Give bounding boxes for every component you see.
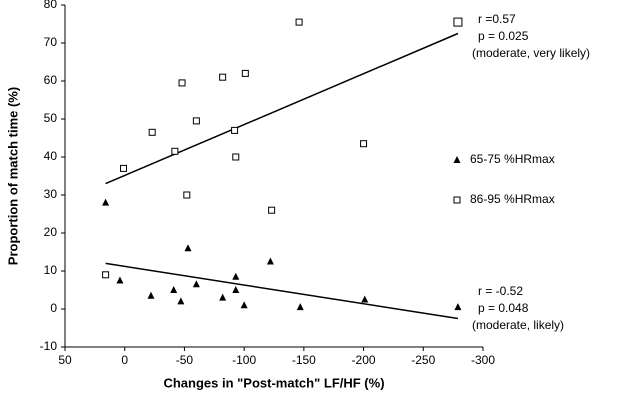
point <box>177 297 185 305</box>
y-tick-label: 60 <box>44 73 58 87</box>
y-tick-label: 40 <box>44 149 58 163</box>
x-axis-label: Changes in "Post-match" LF/HF (%) <box>163 375 384 390</box>
y-tick-label: 10 <box>44 263 58 277</box>
x-tick-label: -250 <box>411 353 435 367</box>
x-tick-label: -100 <box>232 353 256 367</box>
point <box>454 303 462 311</box>
point <box>102 198 110 206</box>
y-tick-label: -10 <box>40 339 58 353</box>
point <box>232 153 240 161</box>
point <box>268 206 276 214</box>
point <box>361 295 369 303</box>
annotation: (moderate, very likely) <box>472 46 590 60</box>
point <box>240 301 248 309</box>
trend-line <box>105 32 459 185</box>
y-tick-label: 70 <box>44 35 58 49</box>
annotation: p = 0.025 <box>478 29 529 43</box>
annotation: r = -0.52 <box>478 284 523 298</box>
trend-line <box>105 262 459 320</box>
annotation: (moderate, likely) <box>472 318 564 332</box>
legend-marker <box>453 196 461 204</box>
point <box>296 303 304 311</box>
x-tick-label: -300 <box>471 353 495 367</box>
y-tick-label: 50 <box>44 111 58 125</box>
point <box>360 140 368 148</box>
point <box>232 286 240 293</box>
point <box>219 73 227 81</box>
y-tick-label: 80 <box>44 0 58 11</box>
y-tick-label: 20 <box>44 225 58 239</box>
point <box>192 280 200 288</box>
point <box>241 69 249 77</box>
point <box>232 272 240 280</box>
point <box>231 126 239 134</box>
x-tick-label: -150 <box>292 353 316 367</box>
point <box>148 128 156 136</box>
point <box>147 291 155 299</box>
annotation: p = 0.048 <box>478 301 529 315</box>
point <box>184 244 192 252</box>
point <box>178 79 186 87</box>
legend-label: 86-95 %HRmax <box>470 192 555 206</box>
y-tick-label: 30 <box>44 187 58 201</box>
point <box>171 147 179 155</box>
point <box>266 257 274 265</box>
legend-label: 65-75 %HRmax <box>470 152 555 166</box>
x-tick-label: 0 <box>121 353 128 367</box>
y-axis-label: Proportion of match time (%) <box>5 87 20 265</box>
point <box>192 117 200 125</box>
point <box>453 17 463 27</box>
annotation: r =0.57 <box>478 12 516 26</box>
point <box>183 191 191 199</box>
point <box>120 164 128 172</box>
x-tick-label: -200 <box>352 353 376 367</box>
point <box>116 276 124 284</box>
legend-marker <box>453 156 461 163</box>
point <box>295 18 303 26</box>
x-tick-label: 50 <box>58 353 72 367</box>
point <box>219 293 227 301</box>
point <box>170 286 178 293</box>
y-tick-label: 0 <box>50 301 57 315</box>
point <box>102 271 110 279</box>
x-tick-label: -50 <box>176 353 194 367</box>
